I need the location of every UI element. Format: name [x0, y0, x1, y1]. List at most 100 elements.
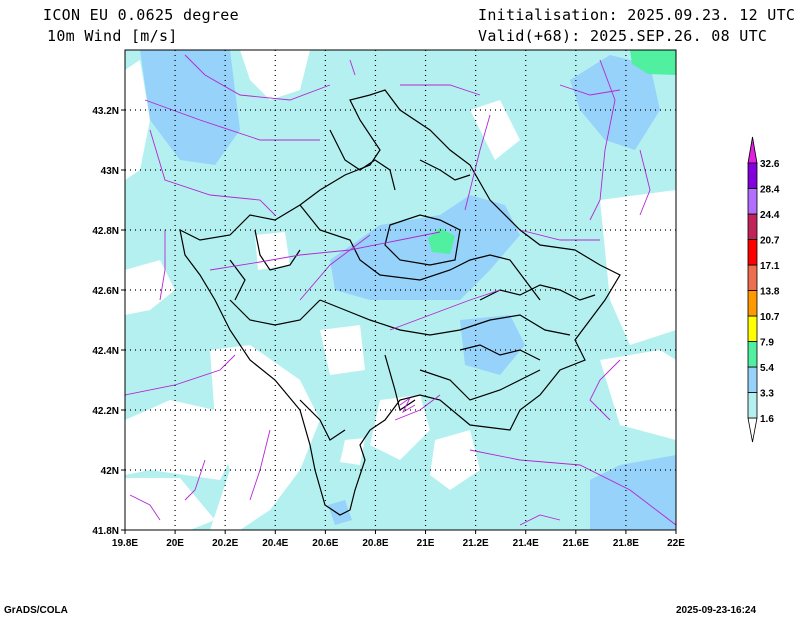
strong-region: [428, 228, 455, 254]
admin-border: [384, 214, 461, 266]
colorbar-segment: [747, 366, 758, 393]
x-tick-label: 22E: [667, 538, 685, 549]
colorbar-label: 5.4: [760, 363, 774, 374]
valid-time: Valid(+68): 2025.SEP.26. 08 UTC: [478, 27, 768, 45]
streamline: [299, 234, 371, 301]
calm-region: [320, 325, 365, 375]
calm-region: [370, 395, 430, 460]
init-time: Initialisation: 2025.09.23. 12 UTC: [478, 6, 796, 24]
calm-region: [255, 232, 290, 270]
admin-border: [459, 344, 541, 361]
streamline: [159, 230, 166, 301]
moderate-region: [328, 500, 352, 525]
x-tick-label: 21.4E: [513, 538, 539, 549]
calm-region: [125, 478, 215, 530]
model-title: ICON EU 0.0625 degree: [43, 6, 239, 24]
streamline: [125, 354, 236, 396]
moderate-region: [460, 315, 525, 375]
calm-region: [600, 350, 676, 440]
colorbar-label: 13.8: [760, 287, 780, 298]
streamline: [129, 494, 161, 521]
streamline: [559, 84, 621, 96]
calm-region: [430, 430, 480, 490]
admin-border: [229, 259, 246, 301]
streamline: [469, 449, 676, 526]
streamline: [144, 99, 320, 141]
y-tick-label: 43.2N: [92, 106, 119, 117]
gridlines: [125, 50, 676, 530]
colorbar-segment: [747, 290, 758, 317]
streamline: [184, 54, 331, 101]
streamline: [389, 289, 501, 331]
colorbar-segment-below: [747, 417, 758, 443]
x-tick-label: 21.8E: [613, 538, 639, 549]
colorbar-label: 17.1: [760, 261, 780, 272]
admin-border: [319, 299, 571, 336]
colorbar-segment: [747, 213, 758, 240]
calm-region: [125, 400, 240, 480]
x-tick-label: 20.2E: [212, 538, 238, 549]
calm-region: [125, 60, 150, 180]
x-tick-label: 20.4E: [262, 538, 288, 549]
footer-credit: GrADS/COLA: [4, 605, 68, 616]
colorbar-segment-above: [747, 136, 758, 164]
admin-border: [299, 204, 541, 301]
colorbar-segment: [747, 315, 758, 342]
admin-border: [384, 354, 416, 411]
streamline: [184, 459, 206, 501]
colorbar-label: 1.6: [760, 414, 774, 425]
colorbar-label: 24.4: [760, 210, 780, 221]
x-tick-label: 20.8E: [362, 538, 388, 549]
colorbar-label: 28.4: [760, 185, 780, 196]
streamline: [399, 397, 416, 414]
y-tick-label: 41.8N: [92, 526, 119, 537]
wind-streamlines: [125, 54, 676, 526]
moderate-region: [140, 50, 240, 165]
x-tick-label: 19.8E: [112, 538, 138, 549]
y-axis-ticks: 41.8N 42N 42.2N 42.4N 42.6N 42.8N 43N 43.2N: [92, 106, 125, 537]
footer-timestamp: 2025-09-23-16:24: [676, 605, 757, 616]
colorbar-label: 32.6: [760, 159, 780, 170]
calm-region: [600, 190, 676, 345]
x-tick-label: 21.6E: [563, 538, 589, 549]
colorbar-label: 3.3: [760, 389, 774, 400]
admin-border: [329, 129, 396, 191]
y-tick-label: 42.2N: [92, 406, 119, 417]
x-tick-label: 20E: [166, 538, 184, 549]
y-tick-label: 42.8N: [92, 226, 119, 237]
y-tick-label: 42N: [101, 466, 119, 477]
colorbar: 1.6 3.3 5.4 7.9 10.7 13.8 17.1 20.7 24.4 28.4 32.6: [747, 136, 780, 443]
streamline: [149, 129, 276, 216]
colorbar-segment: [747, 341, 758, 368]
streamline: [519, 514, 561, 526]
calm-region: [470, 100, 520, 160]
y-tick-label: 42.4N: [92, 346, 119, 357]
x-tick-label: 20.6E: [312, 538, 338, 549]
streamline: [209, 231, 441, 271]
x-tick-label: 21.2E: [463, 538, 489, 549]
colorbar-segment: [747, 239, 758, 266]
calm-region: [340, 438, 365, 465]
moderate-region: [570, 55, 660, 150]
colorbar-segment: [747, 392, 758, 419]
x-tick-label: 21E: [417, 538, 435, 549]
colorbar-segment: [747, 188, 758, 215]
variable-title: 10m Wind [m/s]: [47, 27, 178, 45]
colorbar-label: 20.7: [760, 236, 780, 247]
admin-border: [254, 229, 301, 271]
calm-region: [210, 345, 320, 530]
streamline: [519, 229, 600, 241]
streamline: [589, 59, 616, 221]
strong-region: [630, 50, 676, 75]
colorbar-segment: [747, 162, 758, 189]
colorbar-label: 10.7: [760, 312, 780, 323]
admin-border: [419, 159, 471, 181]
y-tick-label: 43N: [101, 166, 119, 177]
y-tick-label: 42.6N: [92, 286, 119, 297]
colorbar-label: 7.9: [760, 338, 774, 349]
admin-border: [419, 369, 541, 401]
streamline: [639, 149, 651, 216]
colorbar-segment: [747, 264, 758, 291]
x-axis-ticks: 19.8E 20E 20.2E 20.4E 20.6E 20.8E 21E 21.2E 21.4…: [112, 530, 685, 549]
